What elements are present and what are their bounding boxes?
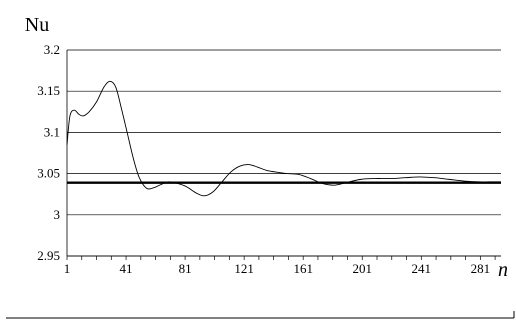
y-tick-label: 3.1 bbox=[44, 124, 60, 139]
x-axis-label: n bbox=[498, 259, 508, 281]
x-tick-label: 201 bbox=[352, 261, 372, 276]
nu-series-line bbox=[66, 80, 501, 197]
x-tick-label: 161 bbox=[293, 261, 313, 276]
x-tick-label: 281 bbox=[471, 261, 491, 276]
y-tick-label: 3.2 bbox=[44, 42, 60, 57]
x-tick-label: 41 bbox=[120, 261, 133, 276]
x-tick-label: 81 bbox=[179, 261, 192, 276]
series-group bbox=[66, 80, 501, 197]
x-tick-label: 1 bbox=[64, 261, 71, 276]
y-axis-label: Nu bbox=[25, 14, 49, 36]
y-tick-label: 3.05 bbox=[37, 166, 60, 181]
x-tick-labels: 1 41 81 121 161 201 241 281 bbox=[64, 261, 490, 276]
y-tick-labels: 2.95 3 3.05 3.1 3.15 3.2 bbox=[37, 42, 60, 263]
y-tick-label: 2.95 bbox=[37, 248, 60, 263]
x-tick-label: 121 bbox=[234, 261, 254, 276]
y-tick-label: 3.15 bbox=[37, 83, 60, 98]
y-tick-label: 3 bbox=[54, 207, 61, 222]
x-tick-label: 241 bbox=[412, 261, 432, 276]
gridlines bbox=[66, 49, 501, 260]
